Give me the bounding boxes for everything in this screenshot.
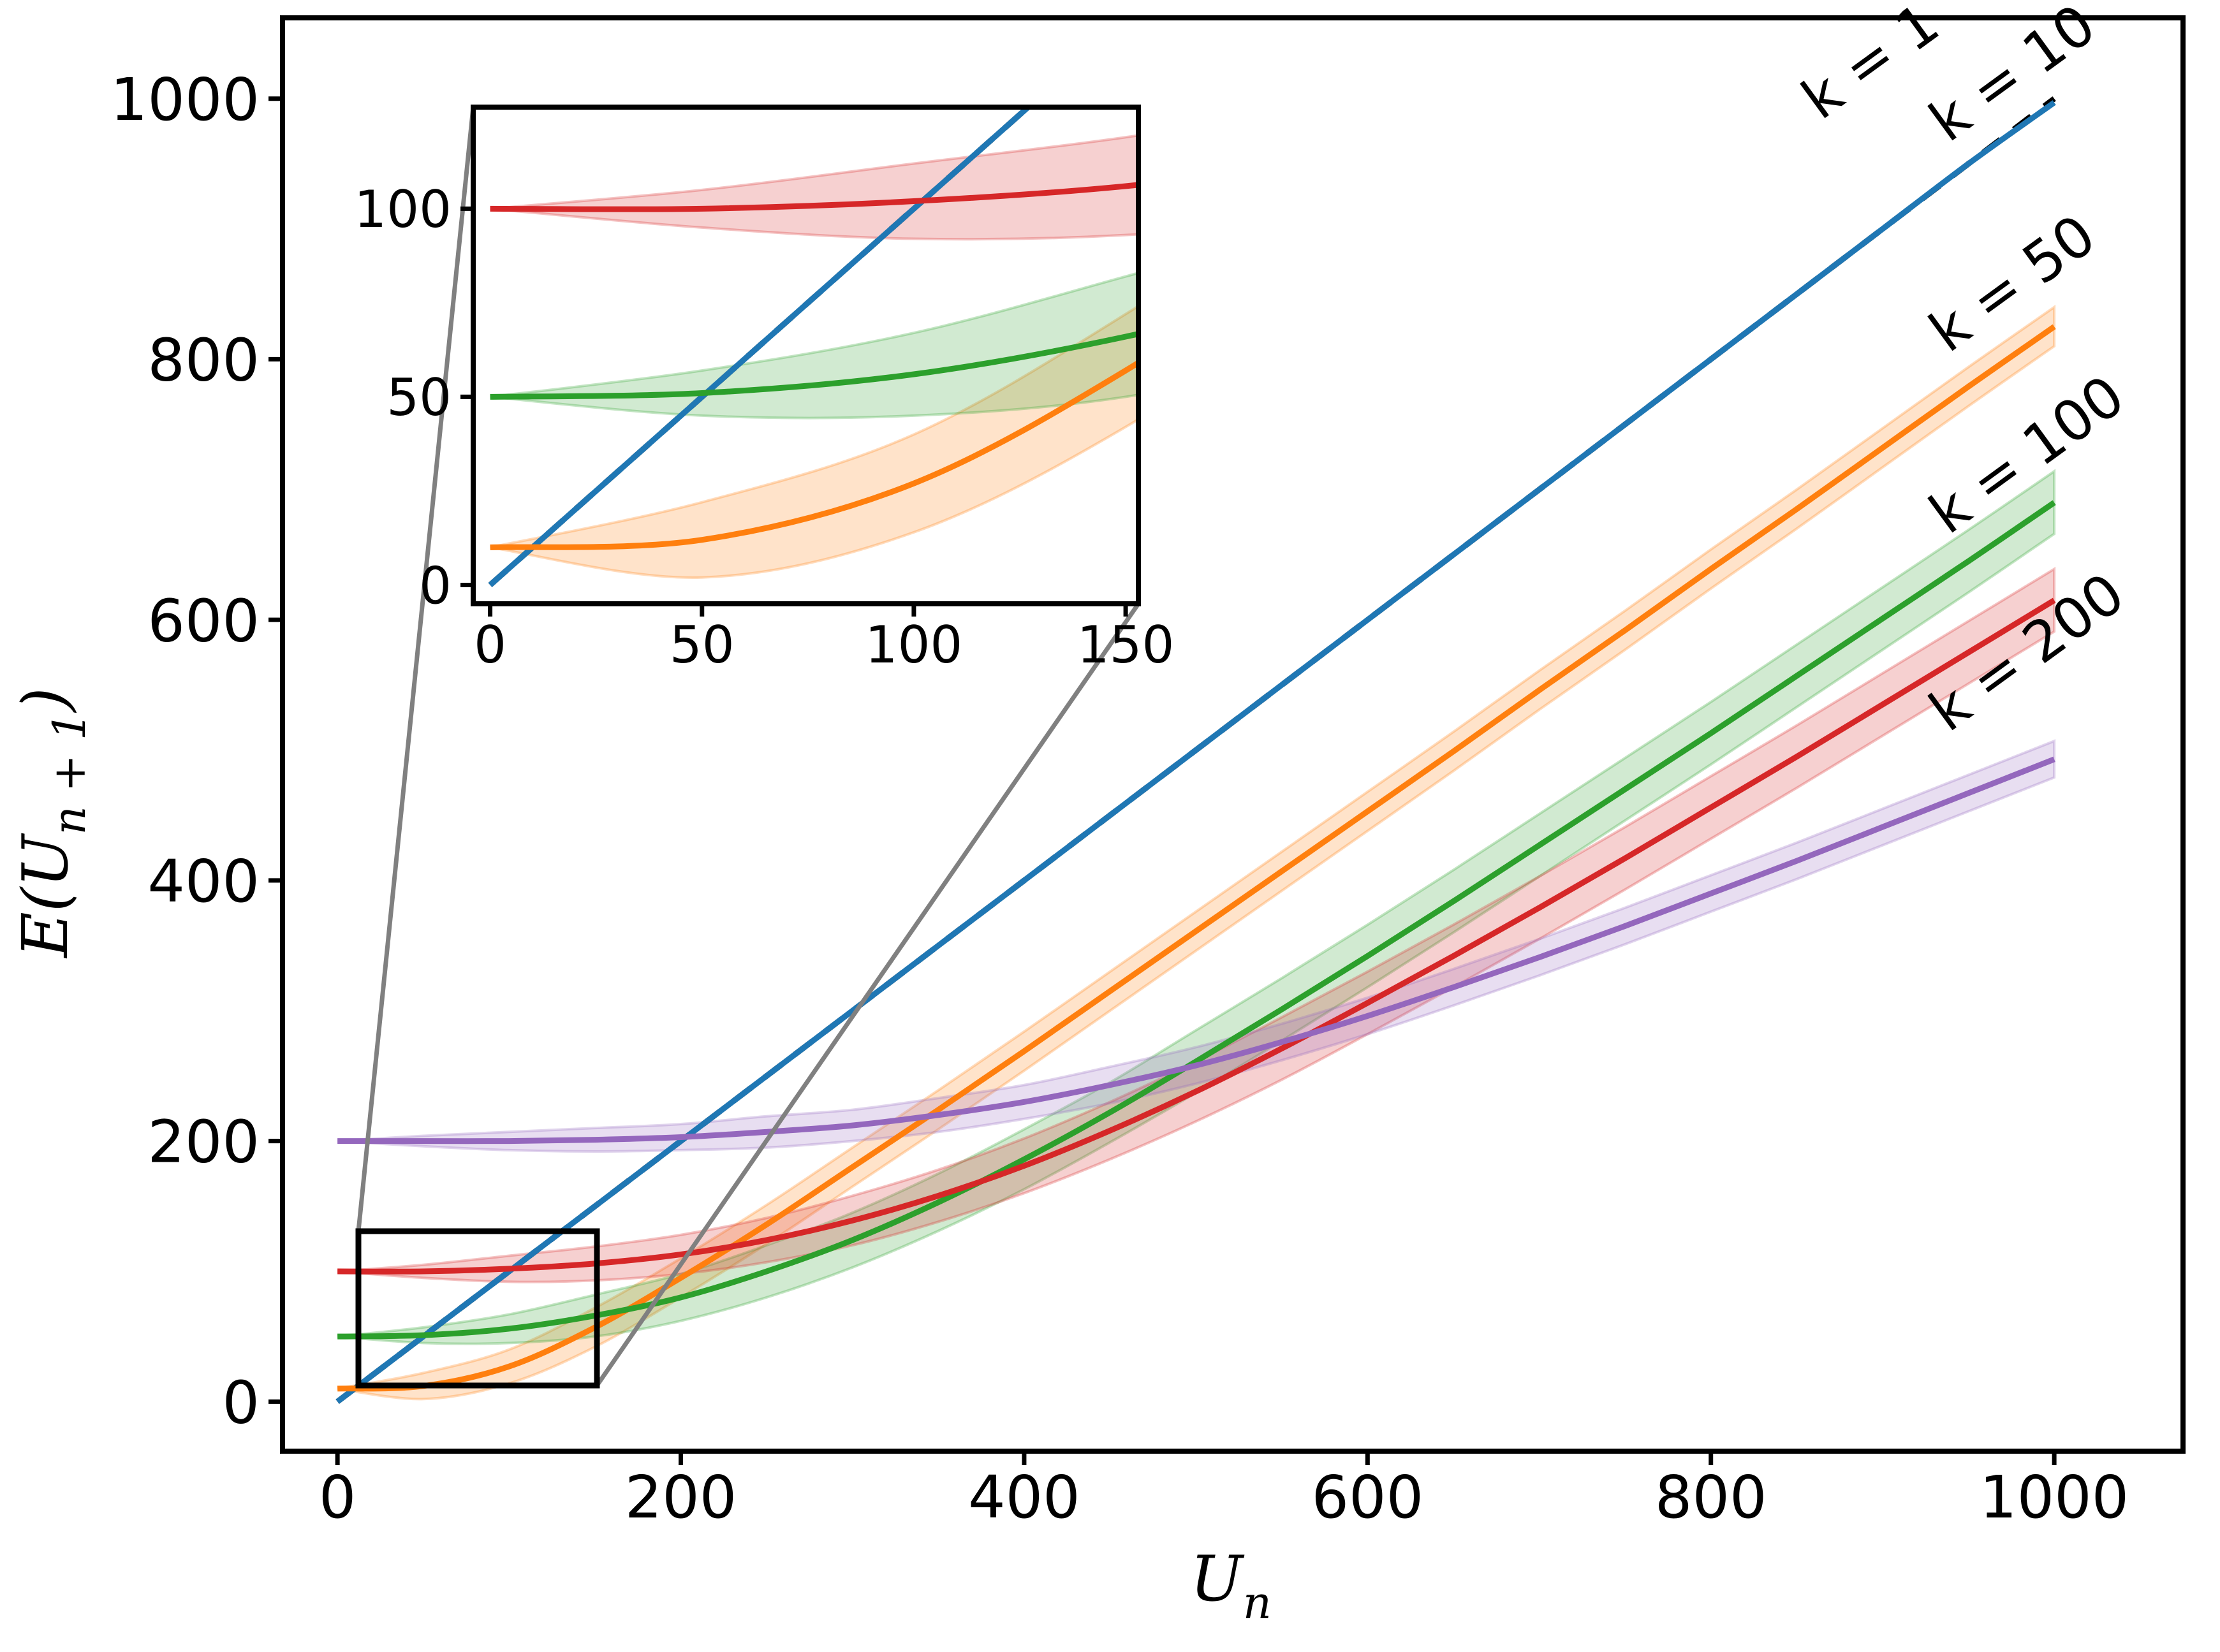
tick-label: 600	[147, 587, 260, 655]
inset-y-ticks: 0 50 100	[354, 180, 473, 615]
tick-label: 800	[147, 326, 260, 395]
inset-axes-frame	[471, 105, 1141, 606]
series-line-k50	[337, 500, 2056, 1340]
main-series-lines	[335, 96, 2056, 1404]
tick-label: 800	[1655, 1463, 1767, 1531]
main-axes-frame	[280, 15, 2186, 1454]
tick-label: 400	[968, 1463, 1080, 1531]
series-line-k200	[337, 756, 2055, 1144]
x-axis-title-main: U	[1190, 1543, 1245, 1616]
x-axis-title-sub: n	[1243, 1577, 1272, 1629]
zoom-connector-left	[356, 106, 476, 1232]
x-axis-title: Un	[1190, 1543, 1272, 1629]
band-k100	[337, 566, 2056, 1283]
tick-label: 1000	[1980, 1463, 2129, 1531]
tick-label: 50	[670, 615, 735, 675]
tick-label: 100	[865, 615, 963, 675]
zoom-connector-right	[595, 603, 1140, 1387]
tick-label: 600	[1312, 1463, 1424, 1531]
tick-label: 400	[147, 847, 260, 916]
tick-label: 1000	[110, 66, 260, 134]
main-y-ticks: 0 200 400 600 800 1000	[110, 66, 283, 1436]
series-line-k1	[335, 100, 2056, 1404]
tick-label: 0	[319, 1463, 357, 1531]
main-x-ticks: 0 200 400 600 800 1000	[319, 1451, 2129, 1531]
band-k10	[490, 304, 1138, 579]
zoom-indicator	[355, 106, 1140, 1389]
inset-axes: 0 50 100 150 0 50 100	[354, 105, 1174, 675]
band-k50	[337, 469, 2056, 1345]
inset-confidence-bands	[490, 134, 1138, 579]
series-line-k100	[337, 597, 2056, 1275]
y-axis-title-sub: n + 1	[43, 712, 96, 835]
svg-text:E(Un + 1): E(Un + 1)	[10, 687, 96, 958]
y-axis-title: E(Un + 1)	[10, 687, 96, 958]
tick-label: 0	[222, 1368, 260, 1436]
y-axis-title-close: )	[10, 687, 82, 713]
band-k50	[490, 272, 1138, 420]
tick-label: 0	[474, 615, 506, 675]
tick-label: 50	[386, 368, 452, 427]
tick-label: 0	[419, 556, 452, 615]
tick-label: 200	[625, 1463, 737, 1531]
band-k100	[490, 134, 1138, 241]
tick-label: 200	[147, 1108, 260, 1176]
tick-label: 150	[1077, 615, 1175, 675]
y-axis-title-E: E(U	[10, 833, 82, 959]
inset-x-ticks: 0 50 100 150	[474, 604, 1174, 675]
main-confidence-bands	[337, 304, 2056, 1401]
tick-label: 100	[354, 180, 452, 239]
svg-text:Un: Un	[1190, 1543, 1272, 1629]
zoom-indicator-box	[355, 1228, 600, 1389]
